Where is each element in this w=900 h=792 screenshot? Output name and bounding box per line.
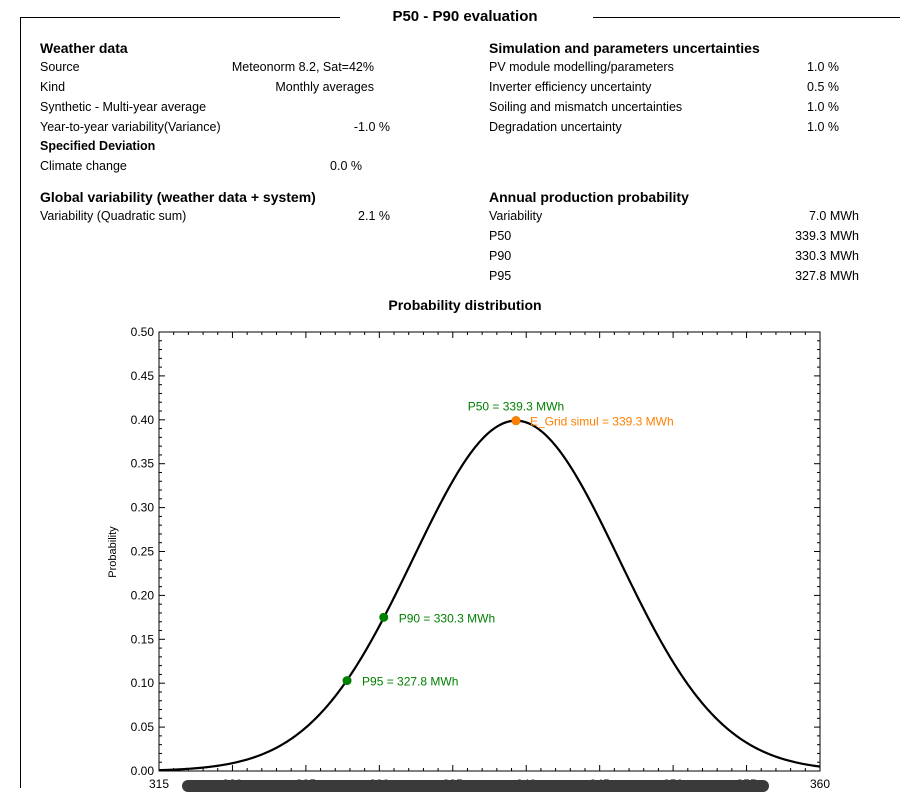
specified-deviation-heading: Specified Deviation [40,139,156,153]
climate-change-label: Climate change [40,159,127,173]
global-variability-label: Variability (Quadratic sum) [40,209,187,223]
y-tick-label: 0.25 [131,545,155,559]
weather-row-label: Year-to-year variability(Variance) [40,120,221,134]
y-tick-label: 0.15 [131,632,155,646]
weather-heading: Weather data [40,40,128,56]
annual-row-label: P90 [489,249,512,263]
climate-change-value: 0.0 % [330,159,362,173]
weather-row-label: Synthetic - Multi-year average [40,100,207,114]
plot-frame [158,331,821,772]
simulation-row-value: 1.0 % [807,60,839,74]
y-tick-label: 0.05 [131,720,155,734]
x-tick-label: 315 [149,777,169,788]
frame-left [20,17,21,788]
weather-row-label: Source [40,60,80,74]
simulation-row-value: 1.0 % [807,120,839,134]
marker-label-p90: P90 = 330.3 MWh [399,611,495,625]
global-variability-heading: Global variability (weather data + syste… [40,189,316,205]
marker-label-e-grid: E_Grid simul = 339.3 MWh [530,415,674,429]
annual-heading: Annual production probability [489,189,689,205]
annual-row-value: 327.8 MWh [795,269,859,283]
simulation-row-label: Inverter efficiency uncertainty [489,80,652,94]
x-tick-label: 360 [810,777,830,788]
horizontal-scrollbar[interactable] [182,780,769,792]
y-tick-label: 0.45 [131,369,155,383]
simulation-row-label: Soiling and mismatch uncertainties [489,100,683,114]
annual-row-label: P50 [489,229,512,243]
marker-label-p50: P50 = 339.3 MWh [468,400,564,414]
annual-row-label: Variability [489,209,543,223]
weather-row-value: Meteonorm 8.2, Sat=42% [231,60,374,74]
simulation-row-label: Degradation uncertainty [489,120,622,134]
y-axis-label: Probability [107,526,119,578]
y-tick-label: 0.20 [131,588,155,602]
weather-row-label: Kind [40,80,66,94]
probability-curve [158,419,821,772]
y-tick-label: 0.00 [131,764,155,778]
y-tick-label: 0.40 [131,413,155,427]
annual-row-value: 7.0 MWh [808,209,859,223]
simulation-row-value: 1.0 % [807,100,839,114]
y-tick-label: 0.35 [131,457,155,471]
page-title: P50 - P90 evaluation [392,8,538,25]
annual-row-value: 339.3 MWh [795,229,859,243]
marker-p95 [342,676,352,686]
simulation-heading: Simulation and parameters uncertainties [489,40,760,56]
frame-top-left [20,17,340,18]
simulation-row-label: PV module modelling/parameters [489,60,674,74]
frame-top-right [593,17,900,18]
weather-row-value: Monthly averages [275,80,374,94]
simulation-row-value: 0.5 % [807,80,839,94]
y-tick-label: 0.30 [131,501,155,515]
weather-row-value: -1.0 % [353,120,390,134]
annual-row-label: P95 [489,269,512,283]
marker-e-grid [511,416,521,426]
global-variability-value: 2.1 % [358,209,390,223]
chart-title: Probability distribution [388,297,542,313]
marker-label-p95: P95 = 327.8 MWh [362,675,458,689]
y-tick-label: 0.10 [131,676,155,690]
annual-row-value: 330.3 MWh [795,249,859,263]
marker-p90 [379,612,389,622]
y-tick-label: 0.50 [131,325,155,339]
